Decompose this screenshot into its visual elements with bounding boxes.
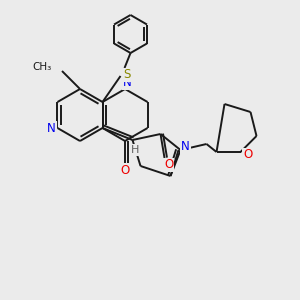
Text: N: N [47,122,56,134]
Text: O: O [120,164,130,176]
Text: S: S [123,68,130,82]
Text: O: O [243,148,252,161]
Text: O: O [164,158,173,172]
Text: S: S [183,142,190,154]
Text: H: H [131,145,140,155]
Text: CH₃: CH₃ [33,62,52,72]
Text: N: N [181,140,190,154]
Text: N: N [123,76,131,89]
